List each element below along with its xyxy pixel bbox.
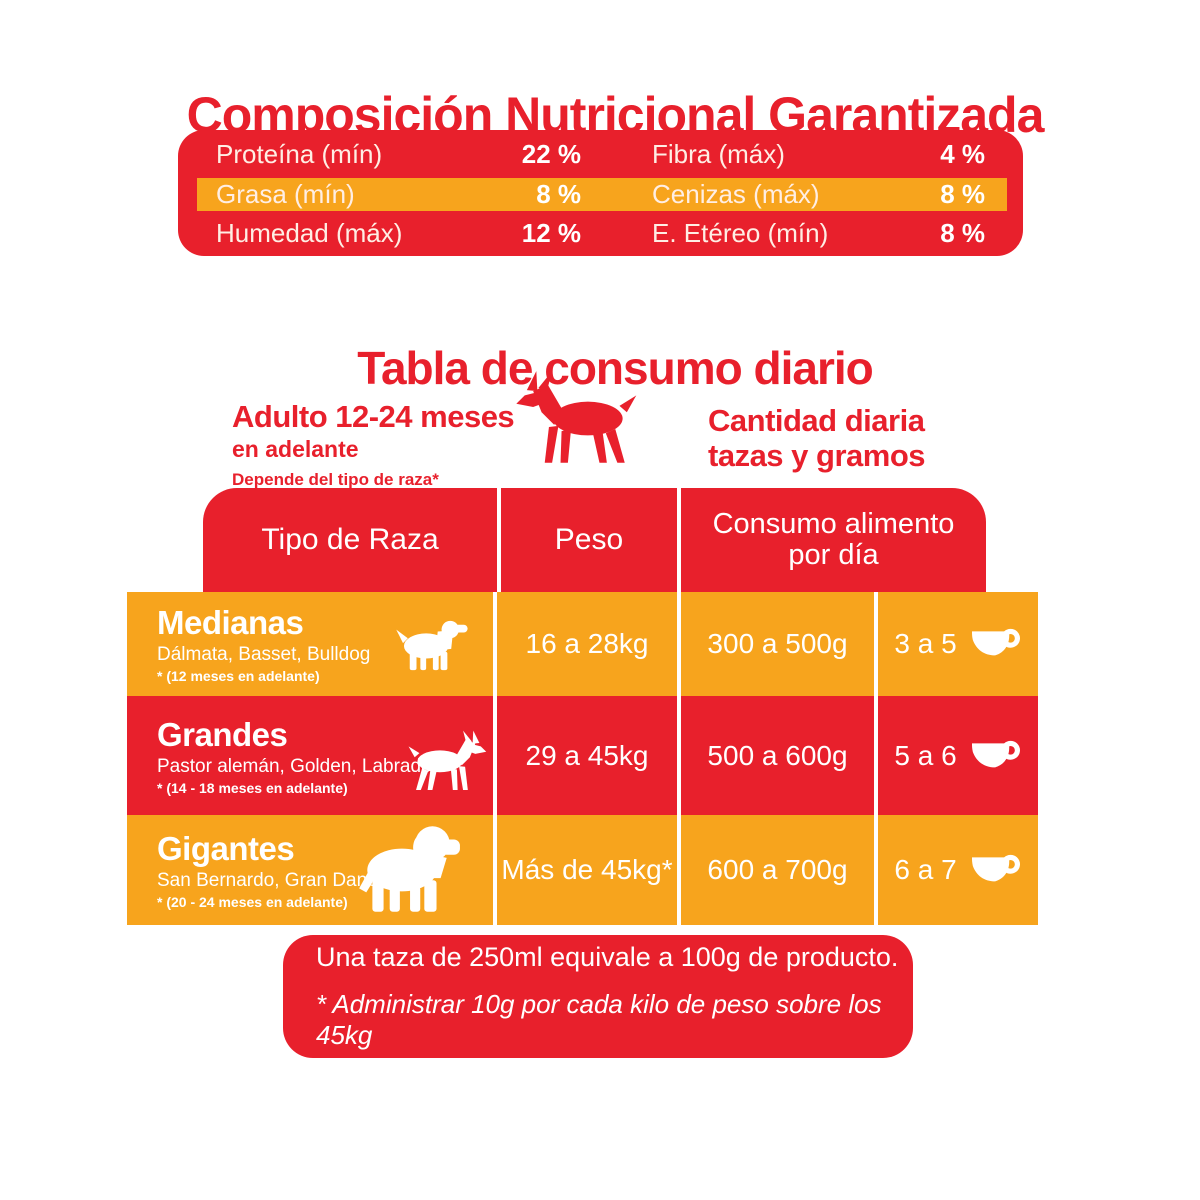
- cups-cell: 3 a 5: [878, 592, 1038, 696]
- breed-age-note: * (14 - 18 meses en adelante): [157, 779, 348, 796]
- food-cell: 300 a 500g: [681, 592, 874, 696]
- footer-note: Una taza de 250ml equivale a 100g de pro…: [283, 935, 913, 1058]
- cups-cell: 5 a 6: [878, 696, 1038, 815]
- breed-age-note: * (12 meses en adelante): [157, 668, 320, 684]
- breed-examples: San Bernardo, Gran Danés: [157, 870, 388, 891]
- nutrition-table: Proteína (mín) 22 % Fibra (máx) 4 % Gras…: [178, 130, 1023, 256]
- nutrient-value: 8 %: [940, 179, 985, 209]
- footer-extra-note: * Administrar 10g por cada kilo de peso …: [316, 989, 882, 1050]
- weight-cell: Más de 45kg*: [497, 815, 677, 925]
- food-cell: 500 a 600g: [681, 696, 874, 815]
- cups-value: 3 a 5: [894, 628, 957, 659]
- nutrition-row-highlighted: Grasa (mín) 8 % Cenizas (máx) 8 %: [178, 178, 1023, 211]
- daily-quantity-line1: Cantidad diaria: [708, 403, 925, 438]
- consumption-table-header: Tipo de Raza Peso Consumo alimento por d…: [203, 488, 990, 592]
- consumption-table-body: Medianas Dálmata, Basset, Bulldog * (12 …: [127, 592, 1042, 925]
- doberman-dog-icon: [408, 730, 487, 790]
- weight-cell: 29 a 45kg: [497, 696, 677, 815]
- breed-size-name: Grandes: [157, 715, 288, 753]
- column-header-food: Consumo alimento por día: [681, 488, 986, 592]
- column-header-breed: Tipo de Raza: [203, 488, 497, 592]
- table-row-medianas-breed: Medianas Dálmata, Basset, Bulldog * (12 …: [127, 592, 493, 696]
- footer-equivalence-note: Una taza de 250ml equivale a 100g de pro…: [316, 942, 899, 972]
- daily-quantity-line2: tazas y gramos: [708, 437, 926, 473]
- breed-age-note: * (20 - 24 meses en adelante): [157, 894, 348, 910]
- nutrient-label: Cenizas (máx): [652, 179, 820, 209]
- age-caption: Adulto 12-24 meses en adelante Depende d…: [232, 399, 515, 490]
- nutrition-row: Humedad (máx) 12 % E. Etéreo (mín) 8 %: [178, 211, 1023, 256]
- section-title: Tabla de consumo diario: [357, 342, 873, 395]
- nutrient-label: E. Etéreo (mín): [652, 218, 829, 248]
- nutrient-value: 12 %: [521, 218, 581, 248]
- age-note: Depende del tipo de raza*: [232, 470, 439, 489]
- table-row-grandes-breed: Grandes Pastor alemán, Golden, Labrador …: [127, 696, 493, 815]
- weight-cell: 16 a 28kg: [497, 592, 677, 696]
- nutrient-value: 8 %: [940, 218, 985, 248]
- breed-examples: Pastor alemán, Golden, Labrador: [157, 755, 438, 777]
- nutrient-value: 22 %: [521, 138, 581, 169]
- mastiff-dog-icon: [359, 826, 460, 912]
- breed-size-name: Medianas: [157, 604, 304, 641]
- nutrient-value: 4 %: [940, 138, 985, 169]
- age-subtitle: en adelante: [232, 436, 359, 462]
- cups-cell: 6 a 7: [878, 815, 1038, 925]
- food-cell: 600 a 700g: [681, 815, 874, 925]
- nutrient-label: Proteína (mín): [216, 138, 383, 169]
- nutrient-label: Humedad (máx): [216, 218, 403, 248]
- cups-value: 6 a 7: [894, 854, 957, 885]
- nutrition-highlight-band: [197, 178, 1007, 211]
- table-row-gigantes-breed: Gigantes San Bernardo, Gran Danés * (20 …: [127, 815, 493, 925]
- nutrient-value: 8 %: [536, 179, 581, 209]
- breed-examples: Dálmata, Basset, Bulldog: [157, 644, 371, 665]
- breed-size-name: Gigantes: [157, 830, 295, 867]
- daily-quantity-caption: Cantidad diaria tazas y gramos: [708, 403, 926, 473]
- teacup-icon: [970, 740, 1022, 776]
- spaniel-dog-icon: [396, 620, 468, 671]
- teacup-icon: [970, 854, 1022, 890]
- nutrient-label: Fibra (máx): [652, 138, 785, 169]
- teacup-icon: [970, 628, 1022, 664]
- column-header-weight: Peso: [501, 488, 677, 592]
- adult-dog-icon: [516, 371, 637, 463]
- age-title: Adulto 12-24 meses: [232, 399, 515, 434]
- cups-value: 5 a 6: [894, 739, 957, 771]
- nutrition-row: Proteína (mín) 22 % Fibra (máx) 4 %: [178, 130, 1023, 178]
- nutrient-label: Grasa (mín): [216, 179, 355, 209]
